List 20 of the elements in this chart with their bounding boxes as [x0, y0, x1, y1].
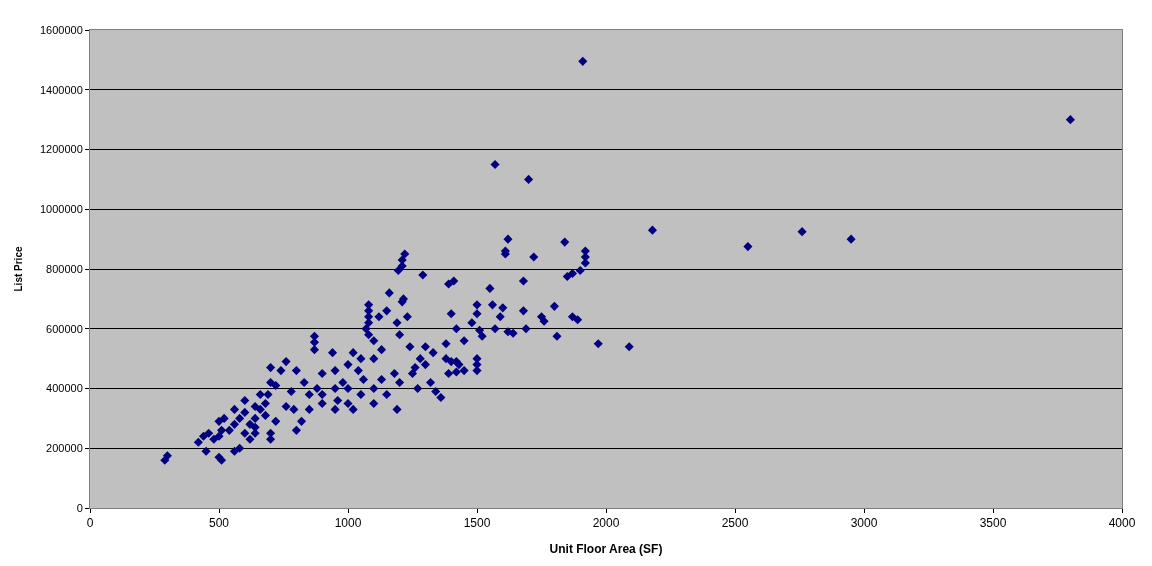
x-tick-label: 3500	[979, 516, 1007, 531]
x-tick-label: 2000	[592, 516, 620, 531]
y-tick-label: 400000	[46, 382, 83, 395]
y-tick-label: 1000000	[39, 203, 83, 216]
y-tick-label: 0	[76, 501, 83, 514]
x-tick-label: 3000	[850, 516, 878, 531]
x-tick-label: 2500	[721, 516, 749, 531]
y-axis-title: List Price	[12, 246, 24, 292]
y-tick-label: 600000	[46, 322, 83, 335]
y-tick-label: 1200000	[39, 143, 83, 156]
x-tick-label: 0	[86, 516, 94, 531]
x-axis-title: Unit Floor Area (SF)	[549, 542, 663, 557]
y-tick-label: 200000	[46, 442, 83, 455]
x-tick-label: 4000	[1108, 516, 1136, 531]
y-tick-label: 1400000	[39, 83, 83, 96]
y-tick-label: 1600000	[39, 23, 83, 36]
x-tick-label: 500	[208, 516, 230, 531]
x-tick-label: 1500	[463, 516, 491, 531]
y-tick-label: 800000	[46, 262, 83, 275]
x-tick-label: 1000	[334, 516, 362, 531]
